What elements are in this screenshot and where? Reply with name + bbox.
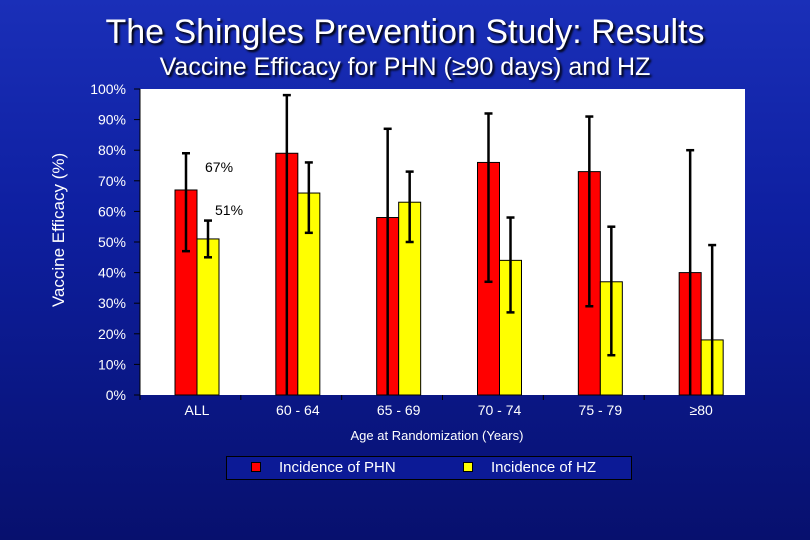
bar-hz-0 bbox=[196, 238, 220, 396]
y-tick-label: 60% bbox=[98, 203, 126, 219]
x-tick-label: ALL bbox=[185, 402, 210, 418]
y-tick-label: 100% bbox=[90, 81, 126, 97]
x-tick-label: ≥80 bbox=[690, 402, 713, 418]
y-tick-label: 10% bbox=[98, 356, 126, 372]
y-tick-label: 40% bbox=[98, 265, 126, 281]
x-tick-label: 60 - 64 bbox=[276, 402, 320, 418]
y-tick-label: 50% bbox=[98, 234, 126, 250]
y-tick-label: 80% bbox=[98, 142, 126, 158]
x-tick-label: 75 - 79 bbox=[579, 402, 623, 418]
y-tick-label: 30% bbox=[98, 295, 126, 311]
y-tick-label: 0% bbox=[106, 387, 126, 403]
chart-subtitle: Vaccine Efficacy for PHN (≥90 days) and … bbox=[159, 53, 651, 81]
x-tick-label: 65 - 69 bbox=[377, 402, 421, 418]
legend-label-phn: Incidence of PHN bbox=[279, 459, 396, 476]
legend-swatch-hz bbox=[463, 462, 473, 472]
plot-area bbox=[140, 89, 745, 395]
legend-swatch-phn bbox=[251, 462, 261, 472]
x-tick-label: 70 - 74 bbox=[478, 402, 522, 418]
data-label: 51% bbox=[215, 202, 243, 218]
y-tick-label: 20% bbox=[98, 326, 126, 342]
legend-label-hz: Incidence of HZ bbox=[491, 459, 597, 476]
data-label: 67% bbox=[205, 159, 233, 175]
chart-title: The Shingles Prevention Study: Results bbox=[105, 13, 705, 51]
x-axis-label: Age at Randomization (Years) bbox=[351, 428, 524, 443]
legend: Incidence of PHN Incidence of HZ bbox=[226, 456, 632, 480]
y-tick-label: 70% bbox=[98, 173, 126, 189]
y-tick-label: 90% bbox=[98, 112, 126, 128]
